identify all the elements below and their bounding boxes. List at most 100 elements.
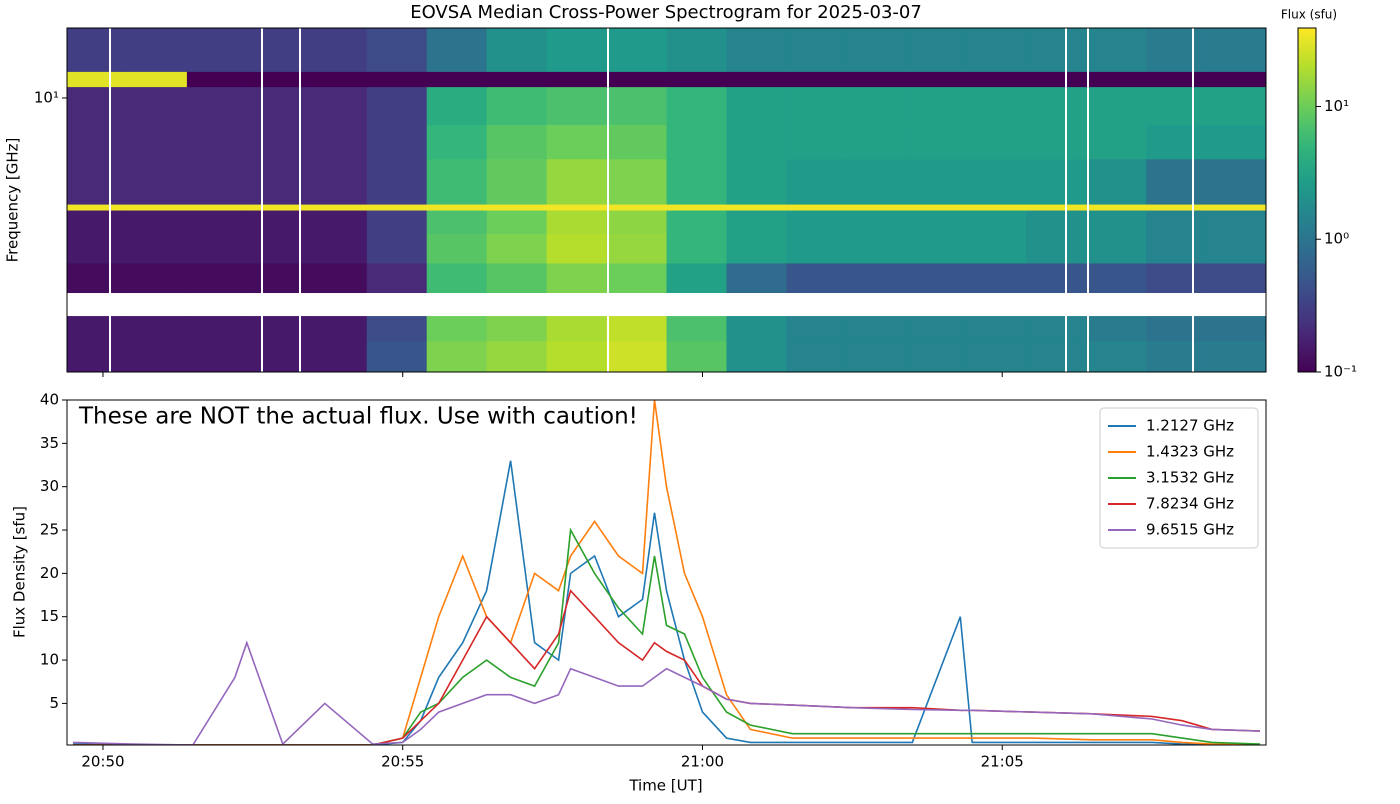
spectrogram-cell <box>846 158 907 205</box>
spectrogram-cell <box>67 71 128 88</box>
spectrogram-cell <box>846 86 907 126</box>
spectrogram-cell <box>246 86 308 126</box>
spectrogram-cell <box>546 158 608 205</box>
lightcurve-panel: 20:50 20:55 21:00 21:05 5 10 15 20 25 30 35 40 1.212… <box>40 391 1267 771</box>
spectrogram-cell <box>426 210 488 235</box>
spectrogram-cell <box>306 210 368 235</box>
spectrogram-cell <box>186 86 248 126</box>
spectrogram-cell <box>786 204 847 211</box>
spectrogram-cell <box>726 262 787 294</box>
spectrogram-cell <box>1146 71 1207 88</box>
series-line <box>72 460 1260 745</box>
spectrogram-cell <box>486 158 548 205</box>
spectrogram-cell <box>1026 124 1087 160</box>
y-axis-label: Frequency [GHz] <box>4 138 22 263</box>
x-tick-label: 21:00 <box>681 753 724 771</box>
spectrogram-cell <box>546 262 608 294</box>
legend: 1.2127 GHz 1.4323 GHz 3.1532 GHz 7.8234 GHz… <box>1099 407 1259 549</box>
spectrogram-cell <box>1086 233 1147 264</box>
colorbar-tick-label: 10⁰ <box>1324 230 1349 248</box>
spectrogram-cell <box>606 262 667 294</box>
spectrogram-cell <box>666 28 727 72</box>
spectrogram-cell <box>606 340 667 373</box>
colorbar <box>1297 27 1317 373</box>
spectrogram-cell <box>906 340 967 373</box>
spectrogram-cell <box>1086 86 1147 126</box>
spectrogram-cell <box>546 210 608 235</box>
spectrogram-cell <box>786 124 847 160</box>
spectrogram-cell <box>546 233 608 264</box>
spectrogram-cell <box>726 86 787 126</box>
spectrogram-cell <box>186 233 248 264</box>
spectrogram-cell <box>67 86 128 126</box>
spectrogram-cell <box>1206 28 1267 72</box>
spectrogram-cell <box>426 124 488 160</box>
spectrogram-cell <box>666 340 727 373</box>
spectrogram-cell <box>1206 204 1267 211</box>
spectrogram-cell <box>546 204 608 211</box>
spectrogram-cell <box>1026 210 1087 235</box>
axes-frame <box>66 399 1267 746</box>
spectrogram-cell <box>1146 233 1207 264</box>
spectrogram-cell <box>306 158 368 205</box>
spectrogram-cell <box>666 233 727 264</box>
legend-box <box>1099 407 1259 549</box>
spectrogram-cell <box>126 86 188 126</box>
spectrogram-cell <box>966 28 1027 72</box>
spectrogram-cell <box>666 210 727 235</box>
spectrogram-cell <box>366 28 428 72</box>
spectrogram-cell <box>366 210 428 235</box>
spectrogram-cell <box>366 233 428 264</box>
spectrogram-cell <box>1026 233 1087 264</box>
legend-label: 1.4323 GHz <box>1146 443 1234 461</box>
spectrogram-cell <box>126 28 188 72</box>
spectrogram-cell <box>846 204 907 211</box>
spectrogram-cell <box>606 86 667 126</box>
spectrogram-cell <box>786 340 847 373</box>
spectrogram-cell <box>126 316 188 342</box>
spectrogram-cell <box>186 316 248 342</box>
spectrogram-cell <box>366 124 428 160</box>
spectrogram-cell <box>906 124 967 160</box>
spectrogram-cell <box>186 71 248 88</box>
spectrogram-cell <box>906 316 967 342</box>
spectrogram-cell <box>1086 316 1147 342</box>
spectrogram-cell <box>1146 204 1207 211</box>
spectrogram-cell <box>966 210 1027 235</box>
spectrogram-cell <box>1146 340 1207 373</box>
spectrogram-cell <box>1206 71 1267 88</box>
spectrogram-cell <box>666 71 727 88</box>
x-tick-label: 21:05 <box>981 753 1024 771</box>
spectrogram-cell <box>1146 210 1207 235</box>
spectrogram-cell <box>606 28 667 72</box>
y-tick-label: 30 <box>40 477 59 495</box>
spectrogram-cell <box>186 28 248 72</box>
spectrogram-cell <box>1206 210 1267 235</box>
spectrogram-cell <box>366 204 428 211</box>
spectrogram-cell <box>186 158 248 205</box>
spectrogram-cell <box>726 340 787 373</box>
spectrogram-cell <box>906 233 967 264</box>
spectrogram-cell <box>126 158 188 205</box>
spectrogram-cell <box>846 262 907 294</box>
colorbar-label: Flux (sfu) <box>1281 8 1337 22</box>
spectrogram-cell <box>486 71 548 88</box>
spectrogram-cell <box>1026 316 1087 342</box>
spectrogram-cell <box>1026 262 1087 294</box>
spectrogram-cell <box>1026 204 1087 211</box>
spectrogram-cell <box>306 71 368 88</box>
spectrogram-cell <box>846 71 907 88</box>
spectrogram-cell <box>126 262 188 294</box>
y-tick-label: 10¹ <box>34 88 59 106</box>
spectrogram-cell <box>126 233 188 264</box>
colorbar-tick-label: 10¹ <box>1324 97 1349 115</box>
spectrogram-cell <box>1206 86 1267 126</box>
spectrogram-cell <box>966 158 1027 205</box>
spectrogram-cell <box>246 158 308 205</box>
spectrogram-cell <box>306 28 368 72</box>
spectrogram-cell <box>186 204 248 211</box>
spectrogram-cell <box>726 210 787 235</box>
spectrogram-cell <box>786 86 847 126</box>
spectrogram-cell <box>246 340 308 373</box>
spectrogram-cell <box>906 86 967 126</box>
